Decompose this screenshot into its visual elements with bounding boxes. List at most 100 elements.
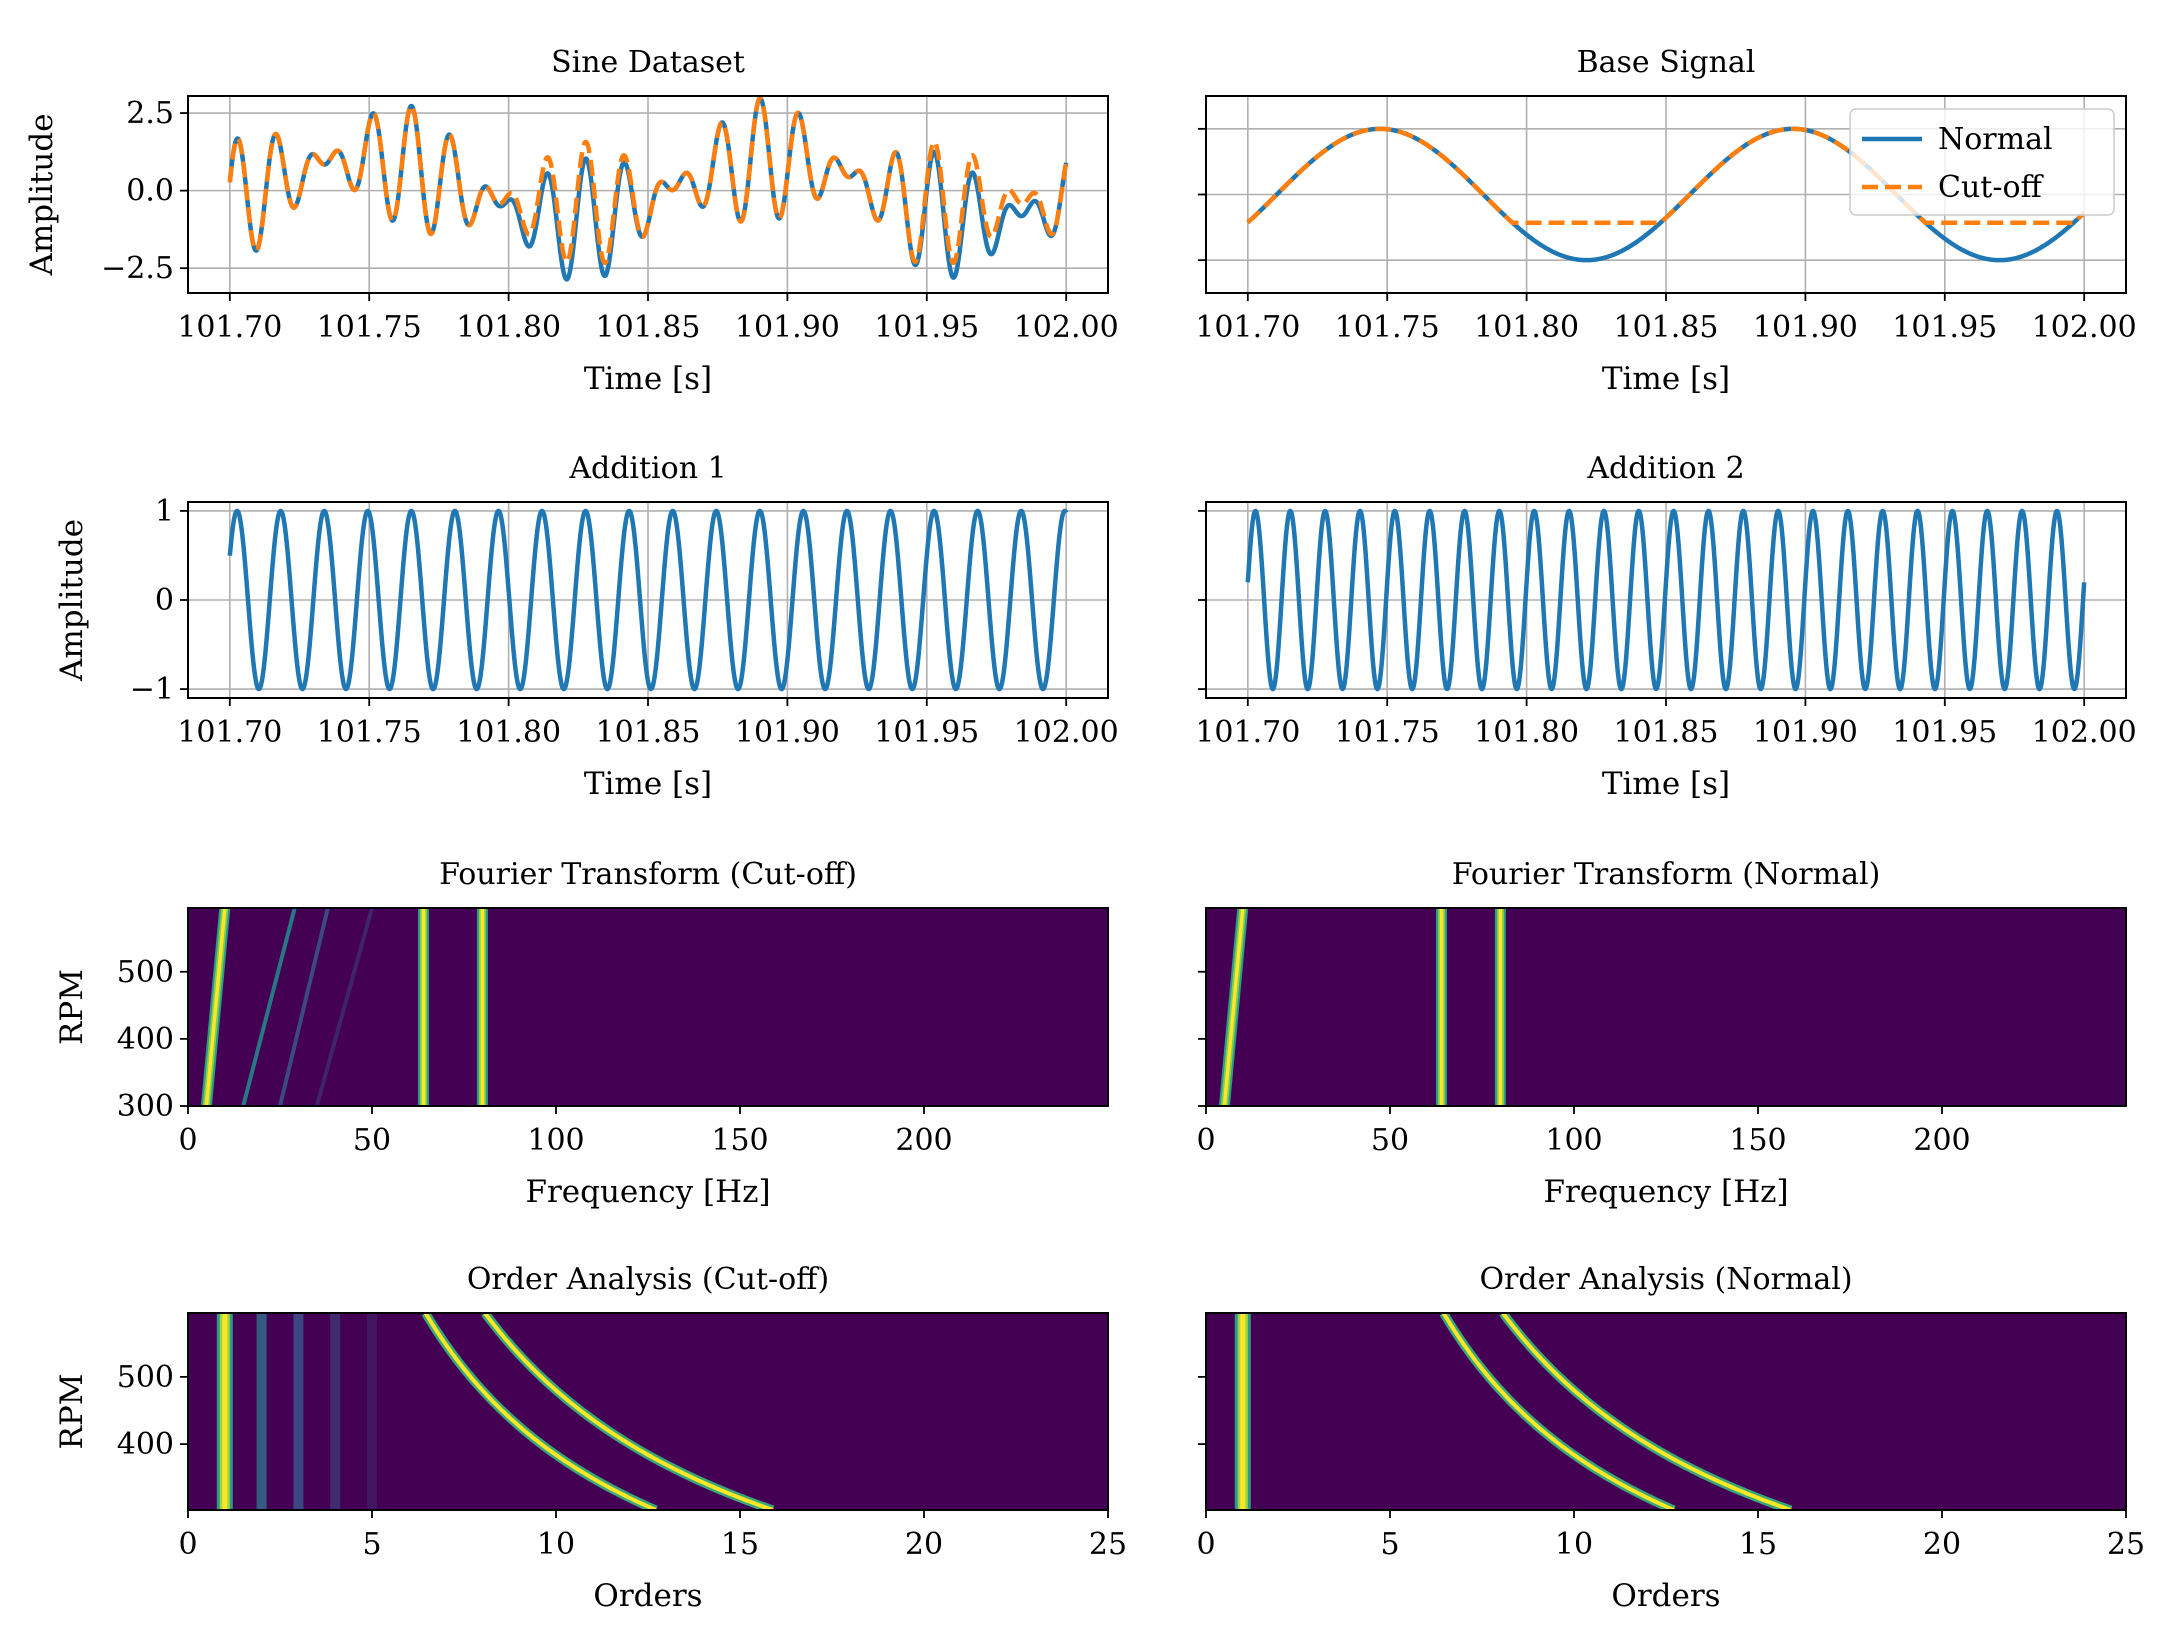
x-axis-label: Time [s] [1602, 766, 1730, 802]
legend-label: Cut-off [1938, 170, 2045, 205]
chart-title: Addition 2 [1586, 451, 1744, 486]
x-tick-label: 50 [1371, 1123, 1409, 1158]
order-line [222, 1313, 227, 1510]
x-axis-label: Time [s] [1602, 361, 1730, 397]
chart-title: Order Analysis (Normal) [1479, 1262, 1852, 1297]
x-tick-label: 10 [1555, 1527, 1593, 1562]
x-tick-label: 101.80 [456, 715, 561, 750]
x-tick-label: 102.00 [2032, 715, 2137, 750]
x-tick-label: 101.95 [1892, 310, 1997, 345]
x-tick-label: 100 [527, 1123, 584, 1158]
x-tick-label: 101.80 [1474, 715, 1579, 750]
x-tick-label: 25 [1089, 1527, 1127, 1562]
y-tick-label: 400 [117, 1427, 174, 1462]
x-tick-label: 101.75 [317, 310, 422, 345]
x-tick-label: 101.70 [177, 715, 282, 750]
x-tick-label: 5 [1380, 1527, 1399, 1562]
x-tick-label: 101.85 [596, 310, 701, 345]
y-axis-label: Amplitude [24, 113, 60, 276]
x-axis-label: Orders [1611, 1578, 1720, 1614]
x-tick-label: 101.75 [317, 715, 422, 750]
y-axis-label: RPM [54, 1374, 90, 1450]
x-tick-label: 15 [721, 1527, 759, 1562]
x-axis-label: Time [s] [584, 361, 712, 397]
panel-fourier_cutoff: 0 50 100 150 200 300 400 500 Fourier Transform (… [54, 857, 1108, 1210]
x-tick-label: 0 [1196, 1123, 1215, 1158]
x-tick-label: 101.70 [1195, 715, 1300, 750]
chart-title: Order Analysis (Cut-off) [467, 1262, 829, 1297]
x-tick-label: 101.95 [874, 715, 979, 750]
y-tick-label: −2.5 [101, 251, 174, 286]
heatmap-background [188, 1313, 1108, 1510]
grid [188, 96, 1108, 293]
panel-base_signal: Normal Cut-off 101.70 101.75 101.80 101.85 101… [1195, 45, 2136, 397]
heatmap-background [1206, 1313, 2126, 1510]
x-tick-label: 102.00 [1014, 715, 1119, 750]
x-tick-label: 101.90 [735, 715, 840, 750]
y-tick-label: −1 [130, 672, 174, 707]
order-harmonic-line [257, 1313, 267, 1510]
panel-order_cutoff: 0 5 10 15 20 25 400 500 Order Analysis (Cut-off)… [54, 1262, 1127, 1614]
x-tick-label: 101.75 [1335, 715, 1440, 750]
y-tick-label: 2.5 [126, 96, 174, 131]
x-tick-label: 102.00 [2032, 310, 2137, 345]
y-tick-label: 500 [117, 1360, 174, 1395]
order-line [1240, 1313, 1245, 1510]
x-tick-label: 15 [1739, 1527, 1777, 1562]
x-tick-label: 101.80 [456, 310, 561, 345]
x-axis-label: Orders [593, 1578, 702, 1614]
x-axis-label: Time [s] [584, 766, 712, 802]
chart-title: Fourier Transform (Normal) [1452, 857, 1881, 892]
x-tick-label: 101.75 [1335, 310, 1440, 345]
x-tick-label: 101.90 [1753, 715, 1858, 750]
y-tick-label: 0.0 [126, 174, 174, 209]
x-tick-label: 50 [353, 1123, 391, 1158]
x-tick-label: 101.80 [1474, 310, 1579, 345]
heatmap-background [1206, 908, 2126, 1106]
x-tick-label: 10 [537, 1527, 575, 1562]
x-tick-label: 101.95 [1892, 715, 1997, 750]
x-tick-label: 200 [1913, 1123, 1970, 1158]
chart-title: Addition 1 [568, 451, 726, 486]
order-harmonic-line [330, 1313, 340, 1510]
x-tick-label: 101.85 [1614, 310, 1719, 345]
x-tick-label: 20 [1923, 1527, 1961, 1562]
x-tick-label: 5 [362, 1527, 381, 1562]
chart-title: Fourier Transform (Cut-off) [439, 857, 857, 892]
x-tick-label: 20 [905, 1527, 943, 1562]
legend-label: Normal [1938, 122, 2053, 157]
panel-order_normal: 0 5 10 15 20 25 Order Analysis (Normal) Orders [1196, 1262, 2145, 1614]
x-tick-label: 100 [1545, 1123, 1602, 1158]
panel-fourier_normal: 0 50 100 150 200 Fourier Transform (Normal) Fr… [1196, 857, 2126, 1210]
x-axis-label: Frequency [Hz] [525, 1174, 770, 1210]
order-harmonic-line [293, 1313, 303, 1510]
x-tick-label: 200 [895, 1123, 952, 1158]
y-tick-label: 1 [155, 494, 174, 529]
x-tick-label: 150 [1729, 1123, 1786, 1158]
x-axis-label: Frequency [Hz] [1543, 1174, 1788, 1210]
x-tick-label: 150 [711, 1123, 768, 1158]
order-harmonic-line [367, 1313, 377, 1510]
panel-addition_1: 101.70 101.75 101.80 101.85 101.90 101.95 102.… [54, 451, 1119, 802]
x-tick-label: 101.85 [1614, 715, 1719, 750]
x-tick-label: 101.90 [735, 310, 840, 345]
y-axis-label: Amplitude [54, 519, 90, 682]
x-tick-label: 25 [2107, 1527, 2145, 1562]
x-tick-label: 102.00 [1014, 310, 1119, 345]
y-tick-label: 500 [117, 955, 174, 990]
x-tick-label: 101.95 [874, 310, 979, 345]
x-tick-label: 0 [178, 1123, 197, 1158]
x-tick-label: 0 [1196, 1527, 1215, 1562]
figure: 101.70 101.75 101.80 101.85 101.90 101.95 102.… [0, 0, 2181, 1650]
y-tick-label: 0 [155, 583, 174, 618]
chart-title: Sine Dataset [551, 45, 745, 80]
y-tick-label: 300 [117, 1089, 174, 1124]
chart-title: Base Signal [1577, 45, 1756, 80]
y-tick-label: 400 [117, 1022, 174, 1057]
legend: Normal Cut-off [1850, 109, 2114, 215]
x-tick-label: 101.70 [177, 310, 282, 345]
x-tick-label: 101.85 [596, 715, 701, 750]
x-tick-label: 101.90 [1753, 310, 1858, 345]
x-tick-label: 0 [178, 1527, 197, 1562]
panel-addition_2: 101.70 101.75 101.80 101.85 101.90 101.95 102.… [1195, 451, 2136, 802]
